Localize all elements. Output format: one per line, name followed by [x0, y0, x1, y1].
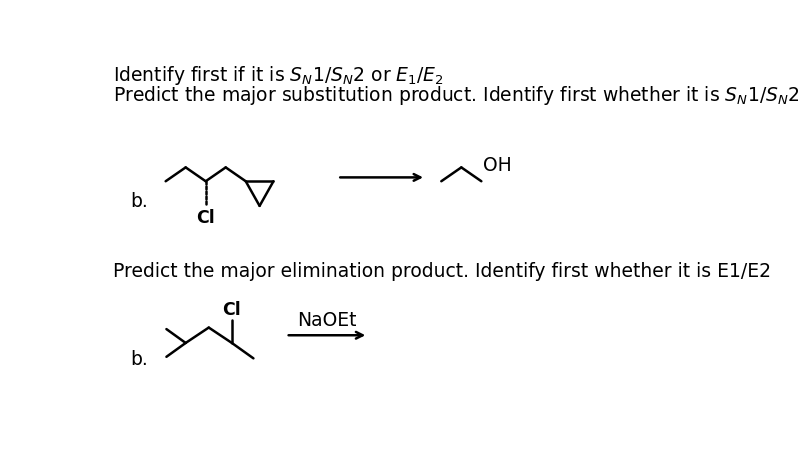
Text: b.: b.	[130, 191, 148, 211]
Text: Cl: Cl	[222, 300, 241, 318]
Text: Identify first if it is $S_N$1/$S_N$2 or $E_1$/$E_2$: Identify first if it is $S_N$1/$S_N$2 or…	[113, 64, 443, 87]
Text: Predict the major elimination product. Identify first whether it is E1/E2: Predict the major elimination product. I…	[113, 261, 770, 280]
Text: NaOEt: NaOEt	[297, 310, 357, 330]
Text: Cl: Cl	[196, 209, 214, 227]
Text: b.: b.	[130, 349, 148, 368]
Text: OH: OH	[483, 155, 511, 174]
Text: Predict the major substitution product. Identify first whether it is $S_N$1/$S_N: Predict the major substitution product. …	[113, 84, 799, 107]
